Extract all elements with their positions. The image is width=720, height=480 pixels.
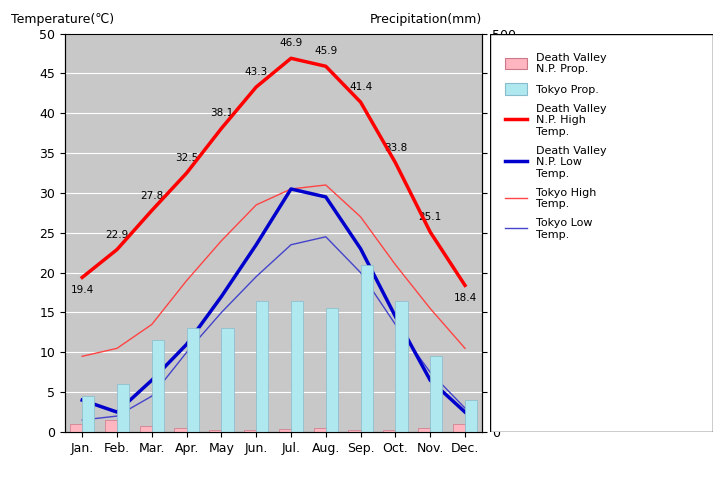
Bar: [383, 430, 395, 432]
Text: 38.1: 38.1: [210, 108, 233, 119]
Text: 33.8: 33.8: [384, 143, 407, 153]
Bar: [291, 300, 303, 432]
Bar: [348, 430, 361, 432]
Text: 46.9: 46.9: [279, 38, 302, 48]
Bar: [82, 396, 94, 432]
Bar: [453, 424, 465, 432]
Bar: [152, 340, 164, 432]
Bar: [395, 300, 408, 432]
Bar: [70, 424, 82, 432]
Text: 43.3: 43.3: [245, 67, 268, 77]
Bar: [186, 328, 199, 432]
Text: 41.4: 41.4: [349, 82, 372, 92]
Text: 19.4: 19.4: [71, 285, 94, 295]
Bar: [465, 400, 477, 432]
Text: 32.5: 32.5: [175, 153, 198, 163]
Bar: [431, 356, 442, 432]
Bar: [140, 426, 152, 432]
Bar: [210, 430, 221, 432]
FancyBboxPatch shape: [490, 34, 713, 432]
Text: 22.9: 22.9: [105, 229, 129, 240]
Bar: [105, 420, 117, 432]
Bar: [279, 429, 291, 432]
Bar: [418, 428, 430, 432]
Text: 45.9: 45.9: [314, 46, 338, 56]
Legend: Death Valley
N.P. Prop., Tokyo Prop., Death Valley
N.P. High
Temp., Death Valley: Death Valley N.P. Prop., Tokyo Prop., De…: [500, 47, 613, 245]
Bar: [314, 428, 325, 432]
Bar: [256, 300, 269, 432]
Text: 25.1: 25.1: [418, 212, 442, 222]
Bar: [222, 328, 233, 432]
Text: 18.4: 18.4: [454, 293, 477, 303]
Bar: [325, 309, 338, 432]
Text: Temperature(℃): Temperature(℃): [11, 12, 114, 25]
Bar: [117, 384, 129, 432]
Text: 27.8: 27.8: [140, 191, 163, 201]
Bar: [244, 430, 256, 432]
Bar: [174, 428, 186, 432]
Text: Precipitation(mm): Precipitation(mm): [370, 12, 482, 25]
Bar: [361, 264, 373, 432]
